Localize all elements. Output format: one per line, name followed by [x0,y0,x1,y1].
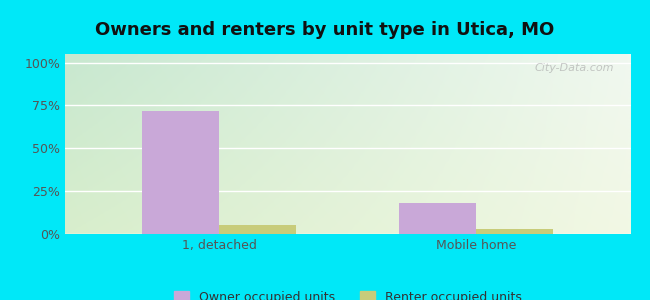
Text: City-Data.com: City-Data.com [534,63,614,73]
Legend: Owner occupied units, Renter occupied units: Owner occupied units, Renter occupied un… [169,286,526,300]
Bar [476,229,553,234]
Bar [399,203,476,234]
Bar [219,225,296,234]
Text: Owners and renters by unit type in Utica, MO: Owners and renters by unit type in Utica… [96,21,554,39]
Bar [142,111,219,234]
